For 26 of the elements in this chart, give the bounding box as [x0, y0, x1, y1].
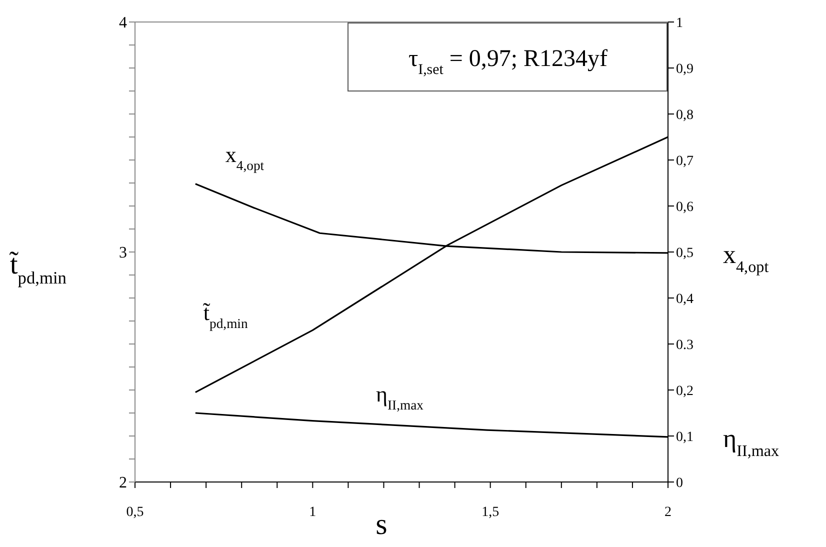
y2-tick-label: 0,1: [676, 430, 694, 445]
y2-tick-label: 1: [676, 16, 683, 31]
y2-tick-label: 0,9: [676, 62, 694, 77]
y2-tick-label: 0,2: [676, 384, 694, 399]
annotation: τ$_{I,set}$ = 0,97; R1234yf: [408, 46, 608, 78]
x-tick-label: 2: [664, 504, 672, 520]
series-label: x$_{4,opt}$: [225, 142, 264, 172]
y-tick-label: 4: [119, 14, 127, 32]
series-label: t̃$_{pd,min}$: [202, 300, 248, 331]
x-tick-label: 0,5: [126, 504, 144, 520]
text: η$_{II,max}$: [723, 424, 780, 460]
y2-tick-label: 0.3: [676, 338, 694, 353]
y-tick-label: 3: [119, 244, 127, 262]
text: x$_{4,opt}$: [723, 240, 769, 276]
y2-tick-label: 0,6: [676, 200, 694, 215]
y2-tick-label: 0,8: [676, 108, 694, 123]
y2-tick-label: 0,7: [676, 154, 694, 169]
series-label: η$_{II,max}$: [376, 381, 424, 412]
y2-tick-label: 0,4: [676, 292, 694, 307]
x-tick-label: 1: [309, 504, 316, 520]
x-tick-label: 1,5: [482, 504, 500, 520]
y2-tick-label: 0: [676, 476, 683, 491]
y2-tick-label: 0,5: [676, 246, 694, 261]
y-axis-title: t̃$_{pd,min}$: [9, 250, 67, 287]
y-tick-label: 2: [119, 474, 127, 492]
x-axis-title: s: [376, 508, 388, 541]
